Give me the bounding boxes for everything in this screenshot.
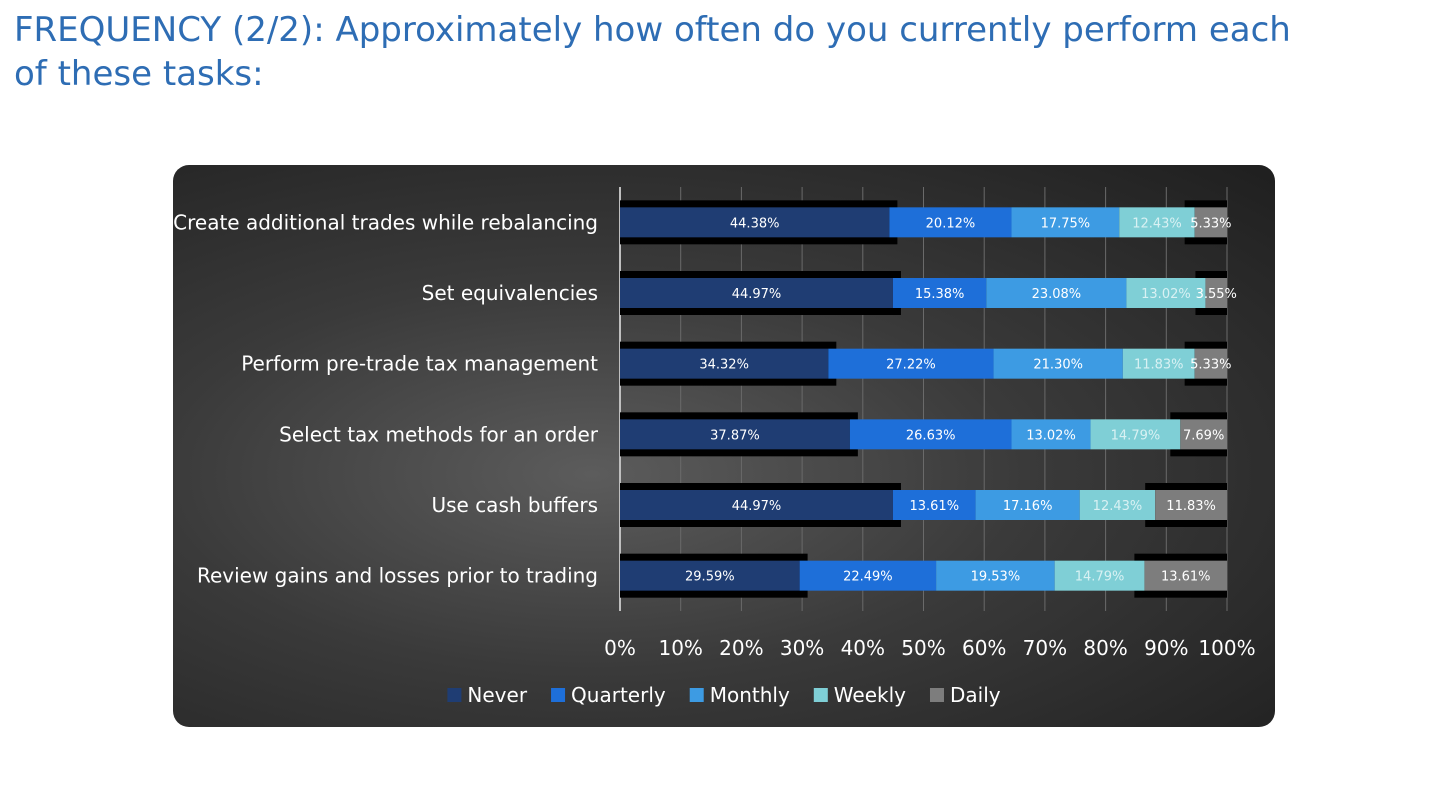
bar-segment: [936, 560, 1055, 591]
data-label: 44.97%: [732, 499, 782, 514]
x-tick-label: 100%: [1198, 636, 1255, 660]
bar-segment: [986, 278, 1127, 308]
data-label: 15.38%: [915, 287, 965, 302]
data-label: 5.33%: [1190, 358, 1231, 373]
bar-segment: [1090, 419, 1181, 450]
x-tick-label: 30%: [780, 636, 824, 660]
data-label: 22.49%: [843, 570, 893, 585]
legend-label: Quarterly: [571, 683, 666, 707]
bar-segment: [892, 490, 976, 520]
bar-segment: [1122, 348, 1195, 379]
x-tick-label: 50%: [901, 636, 945, 660]
data-label: 37.87%: [710, 428, 760, 443]
data-label: 20.12%: [926, 216, 976, 231]
data-label: 17.16%: [1003, 499, 1053, 514]
data-label: 12.43%: [1132, 216, 1182, 231]
bar-segment: [620, 560, 800, 591]
bar-segment: [993, 348, 1123, 379]
data-label: 11.83%: [1134, 358, 1184, 373]
bar-segment: [1054, 560, 1145, 591]
x-tick-label: 0%: [604, 636, 636, 660]
bar-segment: [889, 207, 1012, 238]
page-title: FREQUENCY (2/2): Approximately how often…: [14, 10, 1291, 94]
bar-segment: [1011, 207, 1120, 238]
x-tick-label: 10%: [658, 636, 702, 660]
x-tick-label: 70%: [1023, 636, 1067, 660]
legend-label: Daily: [950, 683, 1001, 707]
bar-segment: [620, 348, 829, 379]
category-label: Set equivalencies: [422, 281, 598, 305]
bar-segment: [1194, 207, 1228, 238]
bar-segment: [1194, 348, 1227, 379]
data-label: 14.79%: [1111, 428, 1161, 443]
data-label: 7.69%: [1183, 428, 1224, 443]
x-tick-label: 60%: [962, 636, 1006, 660]
x-tick-label: 80%: [1083, 636, 1127, 660]
data-label: 14.79%: [1075, 570, 1125, 585]
bar-segment: [620, 278, 893, 308]
bar-segment: [620, 207, 890, 238]
bar-segment: [1011, 419, 1091, 450]
bar-segment: [1144, 560, 1228, 591]
legend-swatch: [689, 688, 704, 702]
bar-segment: [1180, 419, 1227, 450]
data-label: 44.97%: [732, 287, 782, 302]
legend-label: Monthly: [710, 683, 790, 707]
data-label: 13.61%: [1161, 570, 1211, 585]
data-label: 26.63%: [906, 428, 956, 443]
data-label: 11.83%: [1166, 499, 1216, 514]
bar-segment: [1126, 278, 1206, 308]
legend-swatch: [813, 688, 828, 702]
category-label: Perform pre-trade tax management: [241, 352, 598, 376]
data-label: 13.02%: [1026, 428, 1076, 443]
legend-label: Weekly: [834, 683, 906, 707]
legend-swatch: [929, 688, 944, 702]
bar-segment: [1079, 490, 1156, 520]
data-label: 13.61%: [909, 499, 959, 514]
data-label: 13.02%: [1141, 287, 1191, 302]
legend-label: Never: [467, 683, 527, 707]
data-label: 21.30%: [1033, 358, 1083, 373]
data-label: 23.08%: [1032, 287, 1082, 302]
legend-swatch: [447, 688, 462, 702]
bar-segment: [1155, 490, 1227, 520]
bar-segment: [1205, 278, 1227, 308]
data-label: 12.43%: [1093, 499, 1143, 514]
bar-segment: [828, 348, 994, 379]
x-tick-label: 90%: [1144, 636, 1188, 660]
data-label: 44.38%: [730, 216, 780, 231]
data-label: 3.55%: [1196, 287, 1237, 302]
category-label: Create additional trades while rebalanci…: [173, 210, 598, 234]
category-label: Use cash buffers: [431, 493, 598, 517]
legend-swatch: [551, 688, 566, 702]
data-label: 34.32%: [699, 358, 749, 373]
bar-segment: [892, 278, 987, 308]
category-label: Review gains and losses prior to trading: [197, 564, 598, 588]
category-label: Select tax methods for an order: [279, 422, 599, 446]
stacked-bar-chart: Create additional trades while rebalanci…: [173, 187, 1256, 707]
data-label: 19.53%: [971, 570, 1021, 585]
bar-segment: [620, 419, 850, 450]
x-tick-label: 40%: [841, 636, 885, 660]
chart-panel: Create additional trades while rebalanci…: [173, 165, 1275, 727]
bar-segment: [1119, 207, 1195, 238]
data-label: 5.33%: [1190, 216, 1231, 231]
x-tick-label: 20%: [719, 636, 763, 660]
bar-segment: [799, 560, 937, 591]
bar-segment: [620, 490, 893, 520]
bar-segment: [849, 419, 1012, 450]
data-label: 27.22%: [886, 358, 936, 373]
data-label: 29.59%: [685, 570, 735, 585]
bar-segment: [975, 490, 1080, 520]
data-label: 17.75%: [1041, 216, 1091, 231]
